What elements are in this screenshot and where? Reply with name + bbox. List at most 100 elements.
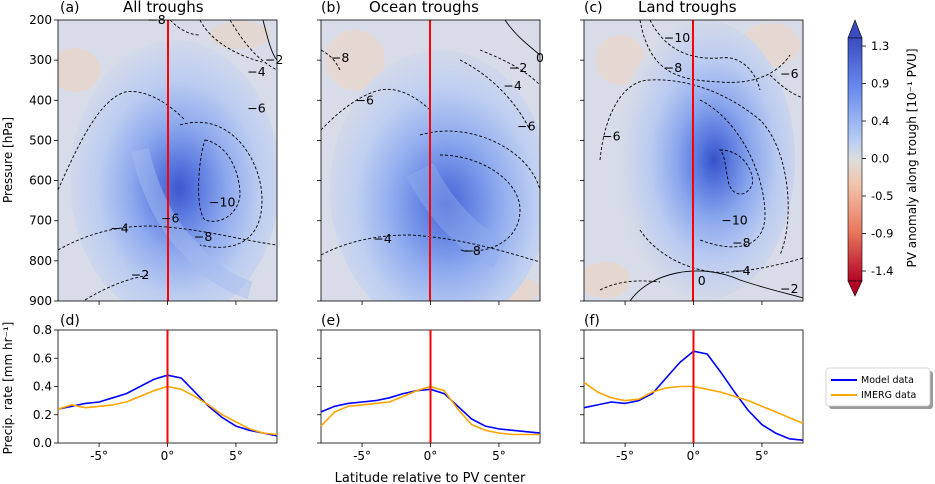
precip-axes: -5° 0° 5° 0.0 0.2 0.4 0.6 0.8 -5° 0° 5° -5° 0° 5° bbox=[33, 323, 769, 463]
latitude-axis-label: Latitude relative to PV center bbox=[335, 471, 526, 484]
precip-y-tick-label: 0.6 bbox=[33, 351, 52, 365]
panel-a-anomaly-tongue bbox=[131, 147, 253, 299]
legend: Model data IMERG data bbox=[825, 367, 933, 409]
pressure-axis-label: Pressure [hPa] bbox=[1, 117, 15, 203]
contour-label: −6 bbox=[517, 118, 535, 133]
contour-label: −2 bbox=[131, 267, 149, 282]
top-x-ticks bbox=[98, 301, 763, 305]
panel-b-contours bbox=[321, 49, 540, 263]
panel-c-contours bbox=[599, 20, 803, 291]
contour-labels: −8−4−2−6−10−6−4−8−2−8−20−4−6−6−4−8−10−8−… bbox=[110, 12, 798, 296]
contour-label: −6 bbox=[247, 100, 265, 115]
colorbar: 1.3 0.9 0.4 0.0 -0.5 -0.9 -1.4 PV anomaly alon… bbox=[847, 19, 919, 297]
panel-title-b: Ocean troughs bbox=[369, 0, 479, 16]
precip-x-tick-label: 5° bbox=[755, 449, 769, 463]
colorbar-ticks: 1.3 0.9 0.4 0.0 -0.5 -0.9 -1.4 bbox=[862, 39, 893, 278]
colorbar-tick-label: 0.4 bbox=[871, 114, 889, 128]
pressure-tick-label: 800 bbox=[29, 254, 52, 268]
top-panels: −8−4−2−6−10−6−4−8−2−8−20−4−6−6−4−8−10−8−… bbox=[1, 0, 804, 308]
panel-letter-b: (b) bbox=[321, 0, 341, 16]
pressure-tick-label: 600 bbox=[29, 174, 52, 188]
panel-c-positive-patch bbox=[584, 262, 630, 298]
colorbar-label: PV anomaly along trough [10⁻¹ PVU] bbox=[905, 48, 919, 267]
contour-label: −6 bbox=[356, 92, 374, 107]
panel-letter-f: (f) bbox=[584, 313, 600, 329]
contour-label: −4 bbox=[732, 263, 750, 278]
panel-letter-a: (a) bbox=[60, 0, 80, 16]
colorbar-tick-label: -0.5 bbox=[871, 189, 893, 203]
contour-label: −8 bbox=[732, 235, 750, 250]
panel-letter-c: (c) bbox=[584, 0, 603, 16]
precip-lines bbox=[57, 330, 804, 443]
panel-c-pv-map bbox=[583, 19, 804, 302]
contour-label: −4 bbox=[373, 231, 391, 246]
colorbar-tick-label: -0.9 bbox=[871, 227, 893, 241]
legend-model-label: Model data bbox=[861, 375, 914, 386]
pressure-tick-label: 900 bbox=[29, 294, 52, 308]
contour-label: −8 bbox=[194, 229, 212, 244]
colorbar-top-arrow bbox=[847, 19, 863, 39]
precip-axis-label: Precip. rate [mm hr⁻¹] bbox=[1, 322, 15, 455]
legend-box bbox=[825, 367, 931, 407]
colorbar-tick-label: 0.0 bbox=[871, 152, 889, 166]
panel-b-anomaly-core bbox=[330, 50, 540, 301]
precip-y-tick-label: 0.8 bbox=[33, 323, 52, 337]
precip-y-tick-label: 0.0 bbox=[33, 436, 52, 450]
panel-a-anomaly-core bbox=[70, 40, 277, 301]
pressure-tick-label: 300 bbox=[29, 53, 52, 67]
panel-b-positive-patch bbox=[325, 30, 385, 90]
contour-label: −2 bbox=[265, 52, 283, 67]
panel-a-pv-map bbox=[57, 19, 278, 302]
precip-y-tick-label: 0.4 bbox=[33, 380, 52, 394]
contour-label: 0 bbox=[698, 273, 706, 288]
panel-c-positive-patch bbox=[595, 35, 645, 85]
contour-label: −4 bbox=[247, 64, 265, 79]
panel-c-anomaly-core bbox=[615, 20, 795, 300]
contour-label: −10 bbox=[721, 213, 747, 228]
contour-label: −6 bbox=[161, 211, 179, 226]
panel-letter-e: (e) bbox=[321, 313, 341, 329]
panel-a-contours bbox=[58, 20, 277, 301]
panel-title-c: Land troughs bbox=[638, 0, 737, 16]
pressure-tick-label: 500 bbox=[29, 133, 52, 147]
contour-label: −8 bbox=[331, 50, 349, 65]
panel-b-pv-map bbox=[320, 19, 541, 302]
pressure-axis: 200 300 400 500 600 700 800 900 bbox=[29, 13, 584, 308]
pressure-tick-label: 700 bbox=[29, 214, 52, 228]
panel-letter-d: (d) bbox=[60, 313, 80, 329]
colorbar-tick-label: 0.9 bbox=[871, 77, 889, 91]
precip-x-tick-label: 0° bbox=[687, 449, 701, 463]
contour-label: −2 bbox=[780, 281, 798, 296]
contour-label: −6 bbox=[780, 66, 798, 81]
bottom-panels: -5° 0° 5° 0.0 0.2 0.4 0.6 0.8 -5° 0° 5° -5° 0° 5° (d)… bbox=[1, 313, 804, 484]
panel-b-anomaly-tongue bbox=[406, 163, 508, 269]
contour-label: −10 bbox=[209, 195, 235, 210]
contour-label: 0 bbox=[536, 50, 544, 65]
precip-x-tick-label: 0° bbox=[424, 449, 438, 463]
precip-x-tick-label: -5° bbox=[90, 449, 108, 463]
contour-label: −8 bbox=[147, 12, 165, 27]
precip-x-tick-label: 5° bbox=[492, 449, 506, 463]
contour-label: −2 bbox=[509, 60, 527, 75]
colorbar-tick-label: -1.4 bbox=[871, 264, 893, 278]
contour-label: −8 bbox=[462, 243, 480, 258]
contour-label: −4 bbox=[503, 78, 521, 93]
contour-label: −10 bbox=[664, 30, 690, 45]
contour-label: −6 bbox=[602, 128, 620, 143]
contour-label: −8 bbox=[664, 60, 682, 75]
contour-label: −4 bbox=[110, 221, 128, 236]
precip-x-tick-label: -5° bbox=[353, 449, 371, 463]
precip-x-tick-label: -5° bbox=[616, 449, 634, 463]
colorbar-bottom-arrow bbox=[847, 280, 863, 297]
panel-a-positive-patch bbox=[58, 48, 100, 92]
precip-x-tick-label: 5° bbox=[229, 449, 243, 463]
colorbar-scale bbox=[847, 37, 863, 282]
colorbar-tick-label: 1.3 bbox=[871, 39, 889, 53]
precip-x-tick-label: 0° bbox=[161, 449, 175, 463]
legend-imerg-label: IMERG data bbox=[861, 390, 916, 401]
pressure-tick-label: 400 bbox=[29, 93, 52, 107]
precip-y-tick-label: 0.2 bbox=[33, 408, 52, 422]
panel-title-a: All troughs bbox=[123, 0, 204, 16]
pressure-tick-label: 200 bbox=[29, 13, 52, 27]
